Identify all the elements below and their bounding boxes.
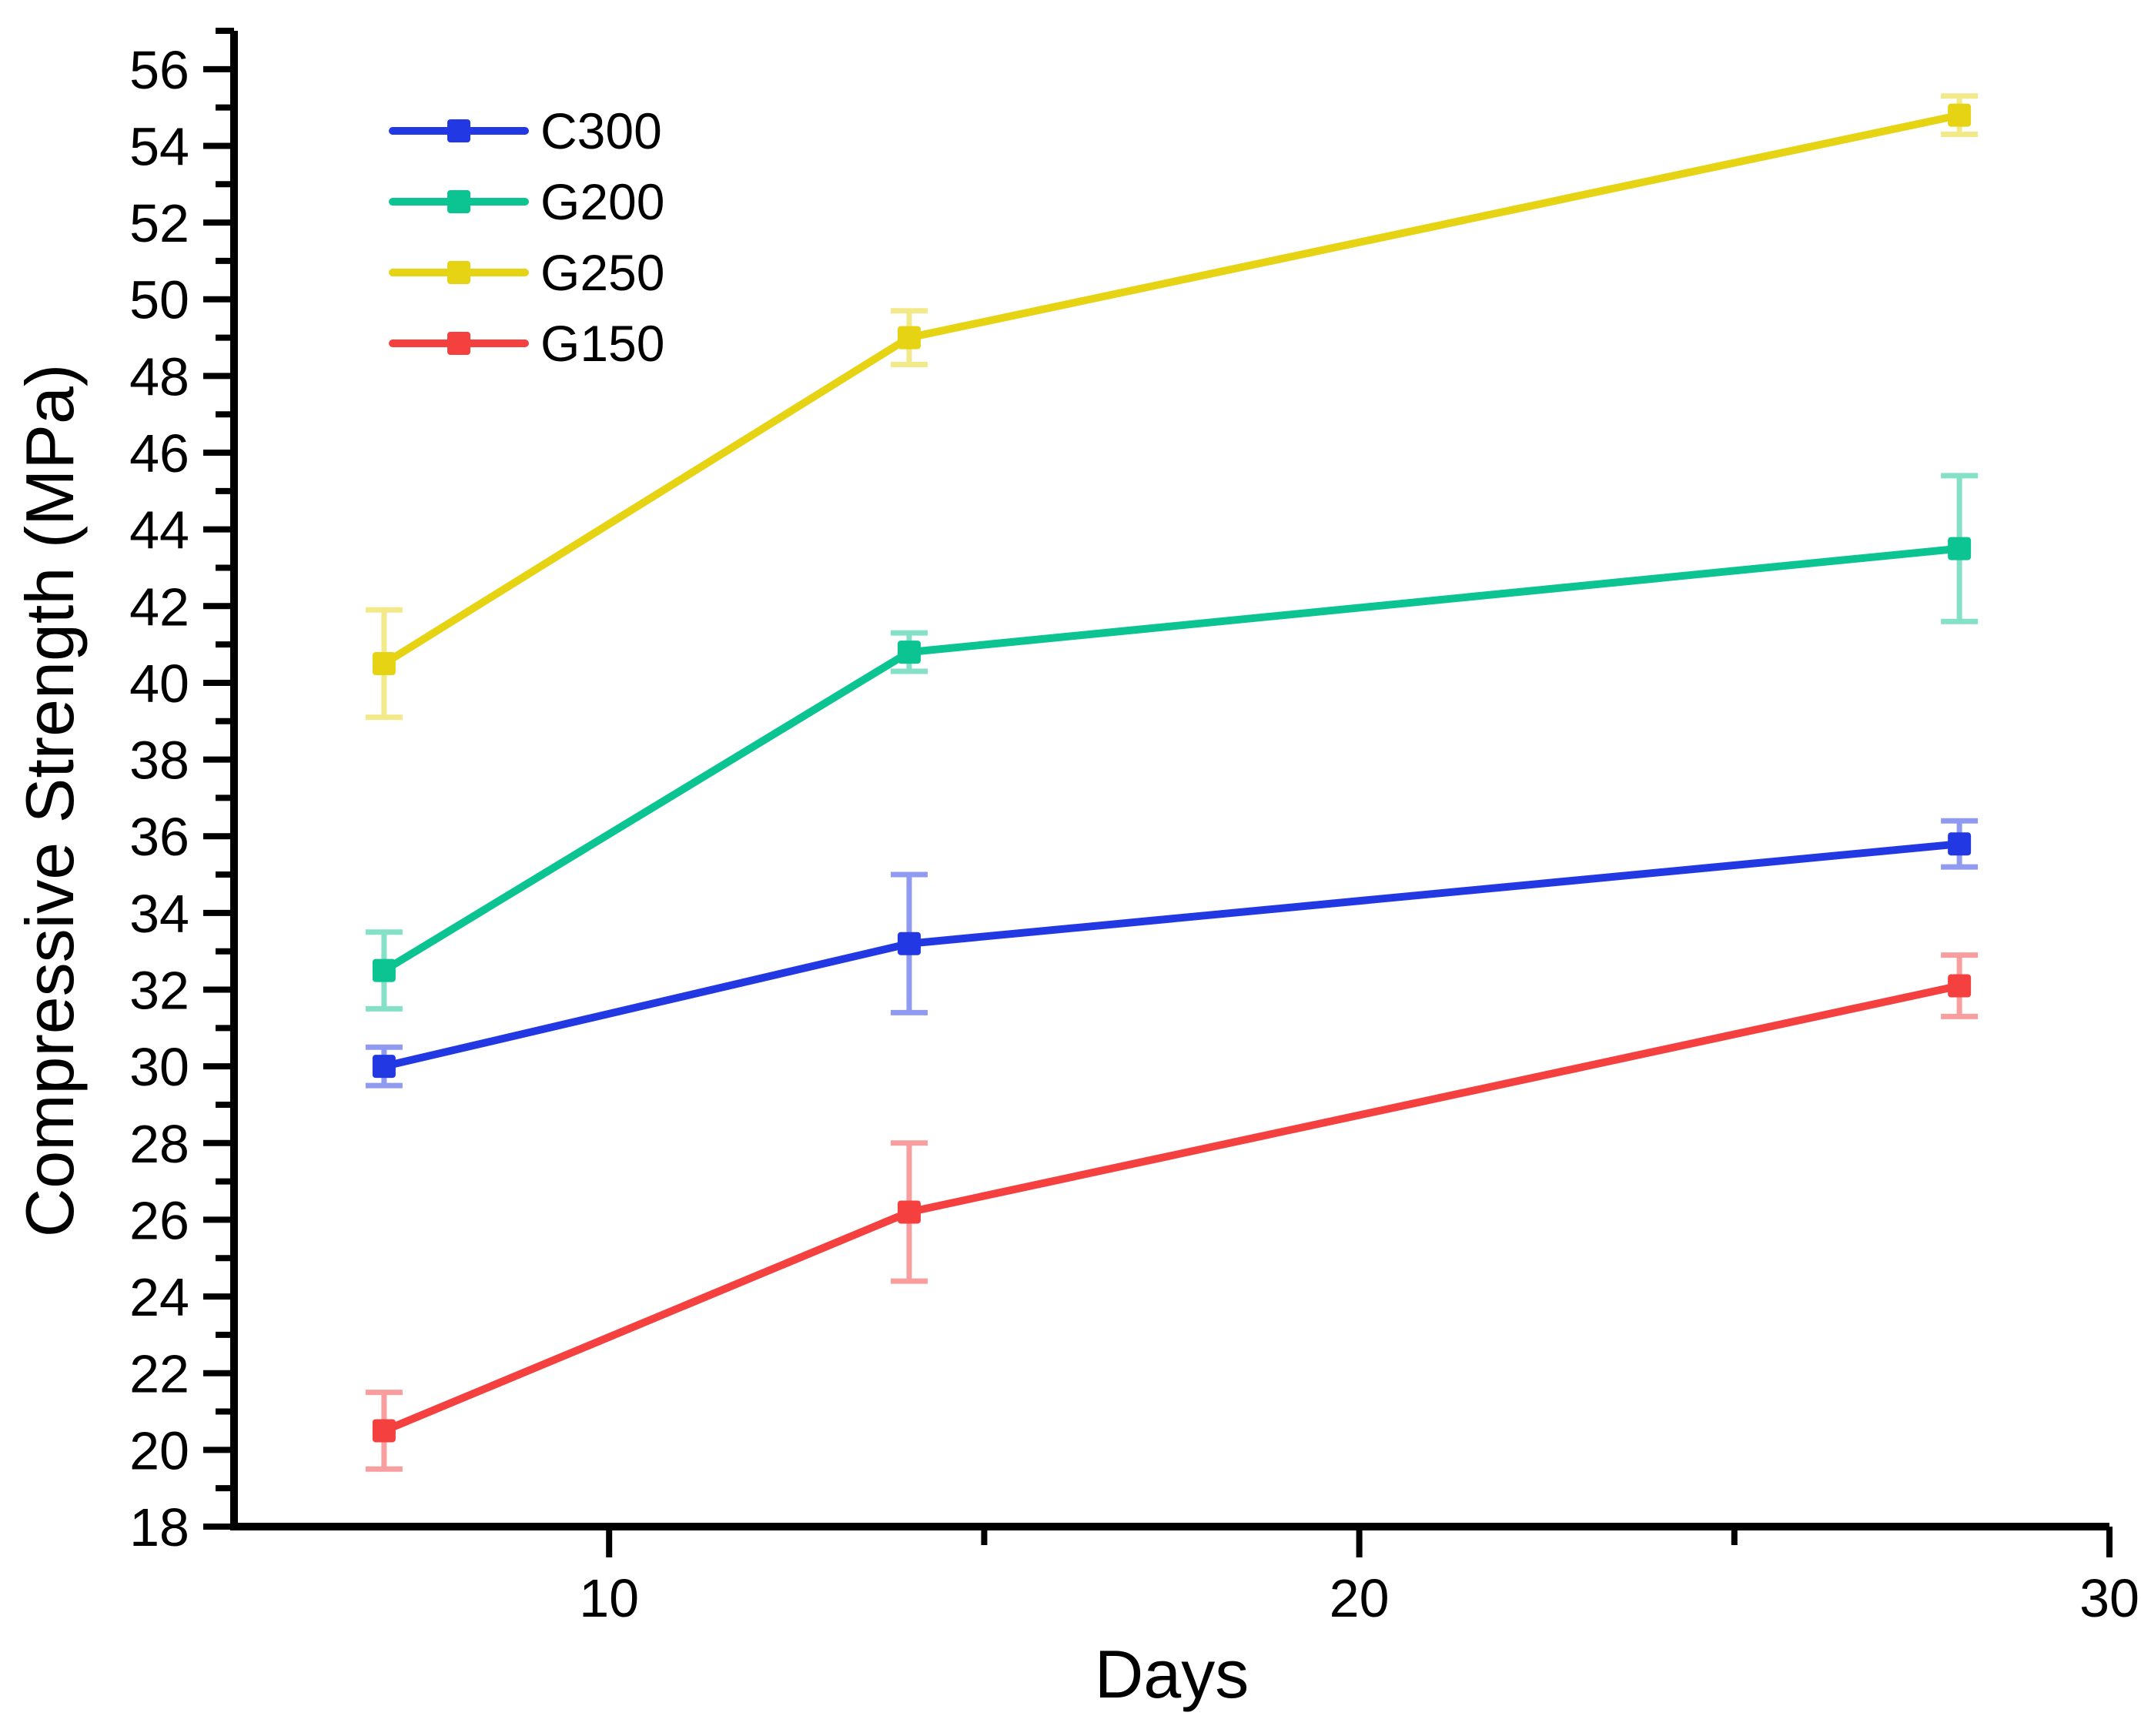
y-axis-title: Compressive Strength (MPa)	[12, 364, 88, 1238]
data-point-marker	[372, 958, 396, 982]
data-point-marker	[372, 1419, 396, 1443]
data-point-marker	[1948, 832, 1972, 856]
data-point-marker	[897, 326, 921, 350]
data-point-marker	[1948, 103, 1972, 127]
legend-marker	[447, 190, 470, 213]
y-tick-label: 56	[129, 40, 189, 100]
y-tick-label: 46	[129, 423, 189, 483]
y-tick-label: 34	[129, 884, 189, 944]
axes-layer: 10 20 30 18 20 22 24 26 28 30 32 34 36 38 40 42 44 46 48 50…	[129, 28, 2139, 1628]
x-tick-label: 10	[579, 1568, 639, 1628]
data-point-marker	[897, 1200, 921, 1224]
y-tick-label: 38	[129, 731, 189, 791]
y-tick-label: 42	[129, 577, 189, 637]
legend-item-G150: G150	[389, 315, 664, 372]
y-tick-label: 50	[129, 270, 189, 330]
data-point-marker	[1948, 537, 1972, 560]
x-axis-title: Days	[1095, 1636, 1249, 1712]
data-point-marker	[897, 641, 921, 664]
legend-label: G150	[540, 315, 664, 372]
legend-marker	[447, 261, 470, 284]
series-line	[380, 982, 1964, 1435]
data-point-marker	[1948, 974, 1972, 998]
legend-marker	[447, 332, 470, 355]
data-point-marker	[897, 932, 921, 955]
y-tick-label: 18	[129, 1497, 189, 1557]
y-tick-label: 44	[129, 500, 189, 560]
legend-marker	[447, 119, 470, 142]
legend-label: G250	[540, 244, 664, 301]
series-line	[380, 544, 1964, 975]
y-tick-label: 30	[129, 1037, 189, 1097]
y-tick-label: 40	[129, 654, 189, 714]
y-tick-label: 26	[129, 1190, 189, 1250]
y-tick-label: 20	[129, 1420, 189, 1480]
legend-item-G200: G200	[389, 173, 664, 230]
x-tick-label: 30	[2079, 1568, 2139, 1628]
y-tick-label: 36	[129, 807, 189, 867]
y-tick-label: 48	[129, 346, 189, 406]
y-tick-label: 52	[129, 193, 189, 253]
series-C300	[365, 818, 1979, 1089]
series-G250	[365, 93, 1979, 721]
y-tick-label: 22	[129, 1344, 189, 1404]
data-point-marker	[372, 1055, 396, 1079]
series-G200	[365, 473, 1979, 1012]
legend-label: G200	[540, 173, 664, 230]
series-G150	[365, 952, 1979, 1472]
legend: C300 G200 G250 G150	[389, 102, 664, 372]
y-tick-label: 54	[129, 116, 189, 176]
legend-label: C300	[540, 102, 662, 159]
x-tick-label: 20	[1330, 1568, 1390, 1628]
y-tick-label: 24	[129, 1267, 189, 1327]
y-tick-label: 32	[129, 961, 189, 1021]
legend-item-C300: C300	[389, 102, 662, 159]
series-layer	[365, 93, 1979, 1472]
y-tick-label: 28	[129, 1114, 189, 1174]
legend-item-G250: G250	[389, 244, 664, 301]
data-point-marker	[372, 652, 396, 676]
